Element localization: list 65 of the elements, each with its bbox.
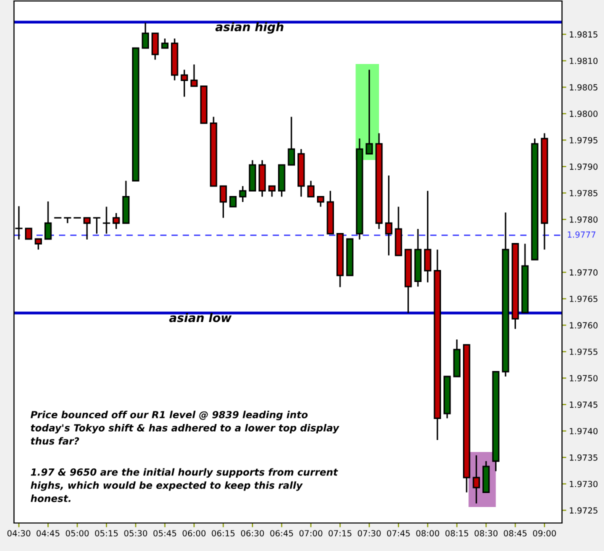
x-tick-label: 05:30 [124,530,148,536]
candlestick [424,190,432,284]
x-tick-label: 08:15 [445,530,468,536]
candlestick [239,185,246,203]
candlestick [385,174,392,256]
candlestick [152,32,159,60]
candlestick [366,69,373,155]
x-tick-label: 06:45 [270,530,293,536]
x-tick-label: 06:15 [212,530,235,536]
y-tick-label: 1.9760 [570,322,598,328]
x-tick-label: 05:00 [66,530,89,536]
candlestick [142,22,150,49]
candlestick [44,200,52,240]
x-tick-label: 04:30 [7,530,30,536]
candlestick [288,116,296,166]
x-tick-label: 06:30 [241,530,264,536]
candlestick [268,185,276,198]
x-tick-label: 04:45 [36,530,60,536]
y-tick-label: 1.9735 [570,454,598,461]
candlestick [472,454,480,504]
candlestick [34,238,42,250]
x-tick-label: 05:15 [95,530,118,536]
y-tick-label: 1.9780 [570,216,598,223]
annotation: Price bounced off our R1 level @ 9839 leading into today's Tokyo shift & has adhered to a lower top display thus far? [30,410,340,445]
x-tick-label: 08:45 [504,530,527,536]
candlestick [307,180,314,198]
y-tick-label: 1.9800 [570,110,598,117]
x-tick-label: 05:45 [153,530,176,536]
candlestick [190,64,198,87]
y-tick-label: 1.9740 [570,428,598,434]
candlestick [102,206,110,234]
x-tick-label: 07:30 [358,530,381,536]
y-tick-label: 1.9770 [570,269,598,276]
annotation: 1.97 & 9650 are the initial hourly supports from current highs, which would be expected to keep this rally honest. [30,468,338,502]
x-tick-label: 07:45 [387,530,410,536]
y-tick-label: 1.9785 [570,190,598,196]
y-tick-label: 1.9815 [570,31,598,38]
candlestick [24,228,32,240]
ref-line-label: 1.9777 [568,231,596,238]
candlestick [161,38,168,49]
x-tick-label: 08:00 [416,530,440,536]
x-tick-label: 09:00 [533,530,556,536]
ref-line-label: asian high [215,22,284,34]
candlestick [220,185,227,219]
candlestick [229,196,237,208]
y-tick-label: 1.9810 [570,58,598,64]
y-tick-label: 1.9730 [570,480,598,488]
x-tick-label: 07:15 [328,530,352,536]
y-tick-label: 1.9795 [570,137,598,144]
y-tick-label: 1.9745 [570,402,598,408]
x-tick-label: 06:00 [182,530,206,536]
candlestick [316,196,324,208]
y-tick-label: 1.9750 [570,375,598,382]
candlestick [112,212,120,230]
y-tick-label: 1.9755 [570,348,598,355]
candlestick [180,69,188,98]
y-tick-label: 1.9790 [570,164,598,170]
y-tick-label: 1.9725 [570,507,598,514]
x-tick-label: 07:00 [299,530,322,536]
ref-line-label: asian low [169,313,232,322]
candlestick [93,217,100,234]
y-tick-label: 1.9805 [570,84,598,90]
y-tick-label: 1.9765 [570,296,598,302]
candlestick [83,217,91,240]
x-tick-label: 08:30 [474,530,498,536]
